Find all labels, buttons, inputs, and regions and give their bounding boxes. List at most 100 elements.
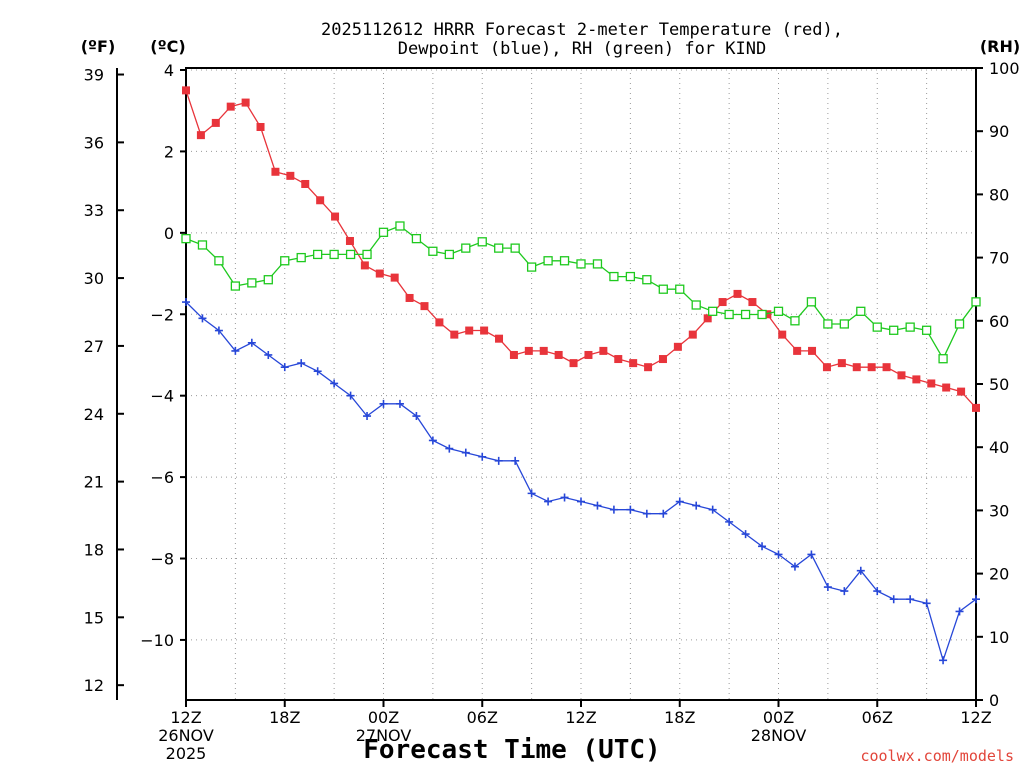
dewpoint-point <box>659 509 668 518</box>
temperature-point <box>256 122 265 131</box>
dewpoint-point <box>626 505 635 514</box>
temperature-point <box>957 387 966 396</box>
rh-point <box>642 275 652 285</box>
fahrenheit-tick-label: 15 <box>84 608 104 627</box>
rh-point <box>740 309 751 320</box>
temperature-point <box>375 269 384 278</box>
rh-point <box>543 256 553 266</box>
temperature-point <box>867 363 876 372</box>
rh-tick-label: 50 <box>989 375 1009 394</box>
temperature-point <box>316 196 325 205</box>
dewpoint-point <box>906 595 915 604</box>
time-tick-label: 06Z <box>862 708 893 727</box>
dewpoint-point <box>494 456 503 465</box>
rh-point <box>708 306 718 316</box>
x-axis-label: Forecast Time (UTC) <box>363 735 660 765</box>
rh-point <box>790 316 800 326</box>
temperature-point <box>688 330 697 339</box>
rh-point <box>510 243 520 253</box>
temperature-point <box>211 118 220 127</box>
rh-tick-label: 30 <box>989 501 1009 520</box>
fahrenheit-axis-unit: (ºF) <box>81 37 116 56</box>
temperature-point <box>897 371 906 380</box>
dewpoint-point <box>461 448 470 457</box>
rh-point <box>938 354 948 364</box>
rh-point <box>625 271 636 282</box>
temperature-point <box>852 363 861 372</box>
dewpoint-point <box>593 501 602 510</box>
rh-point <box>494 243 504 253</box>
dewpoint-point <box>511 456 520 465</box>
fahrenheit-tick-label: 36 <box>84 133 104 152</box>
dewpoint-point <box>560 493 569 502</box>
celsius-tick-label: −10 <box>140 631 174 650</box>
celsius-axis-unit: (ºC) <box>150 37 185 56</box>
date-tick-label: 26NOV <box>158 726 214 745</box>
dewpoint-point <box>609 505 618 514</box>
dewpoint-point <box>247 338 256 347</box>
dewpoint-point <box>214 326 223 335</box>
time-tick-label: 18Z <box>269 708 300 727</box>
dewpoint-point <box>642 509 651 518</box>
dewpoint-point <box>182 298 190 307</box>
celsius-tick-label: 0 <box>164 224 174 243</box>
dewpoint-point <box>725 517 734 526</box>
dewpoint-point <box>198 314 207 323</box>
temperature-point <box>763 310 772 319</box>
rh-point <box>345 249 356 260</box>
time-tick-label: 12Z <box>960 708 991 727</box>
rh-point <box>477 237 487 247</box>
dewpoint-point <box>445 444 454 453</box>
fahrenheit-tick-label: 39 <box>84 66 104 85</box>
temperature-point <box>360 261 369 270</box>
rh-point <box>691 300 701 310</box>
rh-point <box>658 284 668 294</box>
rh-point <box>872 322 882 332</box>
dewpoint-line <box>185 301 977 663</box>
date-tick-label: 27NOV <box>356 726 412 745</box>
temperature-series <box>182 86 980 412</box>
dewpoint-point <box>758 542 767 551</box>
dewpoint-point <box>675 497 684 506</box>
time-tick-label: 12Z <box>170 708 201 727</box>
rh-point <box>592 259 603 269</box>
rh-point <box>296 252 306 263</box>
rh-tick-label: 10 <box>989 628 1009 647</box>
temperature-point <box>435 318 444 327</box>
dewpoint-point <box>692 501 701 510</box>
rh-point <box>954 319 965 329</box>
temperature-point <box>182 86 190 95</box>
temperature-point <box>331 212 340 221</box>
rh-tick-label: 40 <box>989 438 1009 457</box>
temperature-point <box>912 375 921 384</box>
temperature-point <box>554 350 563 359</box>
rh-point <box>576 259 586 269</box>
temperature-point <box>480 326 489 335</box>
fahrenheit-tick-label: 12 <box>84 676 104 695</box>
date-tick-label: 28NOV <box>751 726 807 745</box>
rh-point <box>773 306 784 316</box>
dewpoint-point <box>922 599 931 608</box>
temperature-point <box>942 383 951 392</box>
celsius-tick-label: −6 <box>150 468 174 487</box>
rh-point <box>559 256 570 266</box>
temperature-point <box>599 346 608 355</box>
temperature-point <box>569 359 578 368</box>
temperature-point <box>927 379 936 388</box>
temperature-point <box>793 346 802 355</box>
celsius-tick-label: −2 <box>150 305 174 324</box>
dewpoint-point <box>346 391 355 400</box>
rh-point <box>921 325 932 335</box>
rh-point <box>362 249 372 260</box>
dewpoint-point <box>741 530 750 539</box>
dewpoint-point <box>889 595 898 604</box>
rh-point <box>247 278 257 288</box>
rh-point <box>197 240 208 250</box>
dewpoint-point <box>395 399 404 408</box>
dewpoint-series <box>182 298 980 665</box>
rh-point <box>280 256 290 266</box>
dewpoint-point <box>708 505 717 514</box>
rh-point <box>839 319 849 329</box>
temperature-point <box>405 293 414 302</box>
temperature-point <box>539 346 548 355</box>
